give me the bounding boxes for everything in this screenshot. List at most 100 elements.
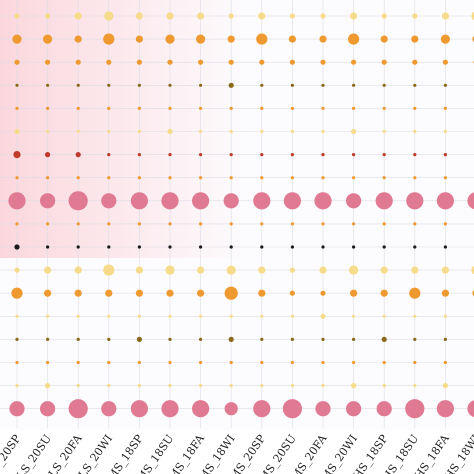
bubble-point — [321, 83, 325, 87]
bubble-point — [135, 12, 143, 20]
bubble-point — [352, 176, 356, 180]
bubble-point — [256, 33, 268, 45]
bubble-point — [260, 176, 264, 180]
bubble-point — [258, 289, 266, 297]
bubble-point — [14, 244, 20, 250]
bubble-point — [74, 35, 82, 43]
bubble-point — [14, 267, 20, 273]
bubble-point — [253, 192, 271, 210]
bubble-point — [107, 314, 111, 318]
bubble-point — [348, 33, 360, 45]
bubble-point — [441, 266, 449, 274]
bubble-point — [349, 265, 359, 275]
bubble-point — [137, 245, 141, 249]
bubble-point — [107, 83, 111, 87]
bubble-point — [165, 265, 175, 275]
bubble-point — [260, 245, 264, 249]
bubble-point — [15, 106, 19, 110]
bubble-point — [167, 128, 173, 135]
bubble-point — [320, 313, 326, 319]
bubble-point — [290, 153, 294, 157]
bubble-point — [321, 337, 325, 341]
bubble-point — [406, 192, 424, 210]
bubble-point — [224, 402, 238, 416]
bubble-point — [258, 266, 266, 274]
bubble-point — [166, 289, 174, 297]
bubble-point — [68, 399, 88, 419]
bubble-point — [45, 13, 51, 19]
bubble-point — [9, 401, 25, 417]
bubble-point — [290, 245, 294, 249]
bubble-point — [321, 384, 325, 388]
bubble-point — [137, 222, 141, 226]
bubble-point — [289, 13, 295, 19]
bubble-point — [223, 193, 239, 209]
bubble-point — [227, 35, 235, 43]
bubble-point — [14, 128, 20, 135]
bubble-point — [382, 245, 386, 249]
bubble-point — [290, 222, 294, 226]
bubble-point — [471, 265, 474, 275]
bubble-point — [45, 383, 51, 389]
bubble-point — [290, 83, 294, 87]
bubble-point — [228, 13, 234, 19]
bubble-point — [229, 360, 233, 365]
bubble-point — [350, 12, 358, 20]
bubble-point — [137, 83, 141, 87]
bubble-point — [103, 264, 115, 276]
bubble-point — [321, 245, 325, 249]
bubble-point — [137, 360, 141, 365]
bubble-point — [443, 360, 447, 365]
bubble-point — [137, 153, 141, 157]
bubble-point — [107, 222, 111, 226]
bubble-point — [45, 152, 51, 158]
bubble-point — [192, 400, 210, 418]
bubble-point — [413, 83, 417, 87]
bubble-point — [135, 289, 143, 297]
bubble-point — [260, 337, 264, 341]
bubble-point — [436, 192, 454, 210]
bubble-point — [290, 384, 294, 388]
bubble-point — [14, 13, 20, 19]
bubble-point — [467, 400, 474, 418]
bubble-point — [107, 176, 111, 180]
bubble-point — [413, 245, 417, 249]
bubble-point — [253, 400, 271, 418]
bubble-point — [46, 129, 50, 134]
bubble-point — [443, 129, 447, 134]
bubble-point — [15, 83, 19, 87]
bubble-point — [168, 83, 172, 87]
bubble-point — [283, 192, 301, 210]
bubble-point — [107, 337, 111, 341]
bubble-point — [101, 401, 117, 417]
bubble-point — [411, 266, 419, 274]
bubble-point — [168, 384, 172, 388]
bubble-point — [443, 245, 447, 249]
bubble-point — [44, 266, 52, 274]
x-axis-tick-labels: LS_20SPLS_20SULS_20FALS_20WIMS_18SPMS_18… — [0, 431, 474, 474]
bubble-point — [135, 266, 143, 274]
bubble-point — [382, 106, 386, 110]
bubble-point — [224, 286, 238, 300]
bubble-point — [103, 33, 115, 45]
bubble-point — [382, 83, 386, 87]
bubble-point — [199, 153, 203, 157]
bubble-point — [14, 59, 20, 65]
bubble-point — [199, 83, 203, 87]
bubble-point — [8, 192, 26, 210]
bubble-point — [382, 360, 386, 365]
bubble-point — [290, 129, 294, 134]
bubble-point — [197, 266, 205, 274]
bubble-point — [352, 106, 356, 110]
bubble-point — [107, 129, 111, 134]
bubble-point — [290, 337, 294, 341]
bubble-point — [320, 290, 326, 296]
bubble-point — [346, 193, 362, 209]
bubble-point — [290, 360, 294, 365]
bubble-point — [76, 83, 80, 87]
bubble-point — [199, 337, 203, 341]
bubble-point — [413, 360, 417, 365]
bubble-point — [352, 222, 356, 226]
bubble-point — [471, 11, 474, 21]
bubble-point — [137, 314, 141, 318]
